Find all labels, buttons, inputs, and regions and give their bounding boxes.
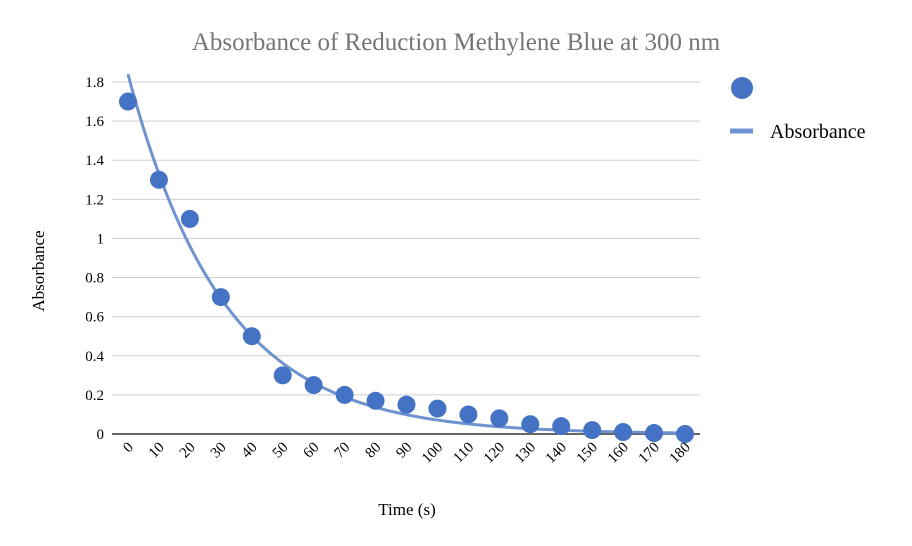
data-point bbox=[119, 92, 137, 111]
data-point bbox=[583, 421, 602, 440]
x-tick-label: 110 bbox=[450, 440, 477, 467]
chart-title: Absorbance of Reduction Methylene Blue a… bbox=[192, 29, 721, 56]
y-tick-label: 0.6 bbox=[85, 310, 104, 326]
x-tick-label: 10 bbox=[146, 440, 168, 462]
y-tick-label: 1 bbox=[97, 231, 105, 247]
y-tick-label: 1.8 bbox=[85, 75, 104, 91]
data-point bbox=[397, 395, 416, 414]
data-point bbox=[428, 399, 447, 418]
data-point bbox=[149, 170, 168, 189]
data-point bbox=[335, 385, 354, 404]
data-point bbox=[614, 423, 633, 442]
x-tick-label: 160 bbox=[605, 440, 632, 467]
data-point bbox=[645, 424, 664, 443]
x-tick-label: 130 bbox=[512, 440, 539, 467]
data-point bbox=[180, 209, 199, 228]
point-layer bbox=[119, 92, 694, 443]
data-point bbox=[552, 417, 571, 436]
data-point bbox=[273, 366, 292, 385]
y-axis-title: Absorbance bbox=[29, 230, 48, 311]
y-tick-label: 1.6 bbox=[85, 114, 104, 130]
data-point bbox=[521, 415, 540, 434]
y-tick-label: 1.2 bbox=[85, 192, 104, 208]
x-tick-label: 0 bbox=[120, 440, 137, 457]
data-point bbox=[242, 327, 261, 346]
y-axis-ticks: 0 0.2 0.4 0.6 0.8 1 1.2 1.4 1.6 1.8 bbox=[85, 75, 104, 443]
x-tick-label: 70 bbox=[332, 440, 354, 462]
data-point bbox=[676, 425, 694, 443]
x-axis-title: Time (s) bbox=[378, 500, 435, 519]
x-tick-label: 90 bbox=[393, 440, 415, 462]
x-tick-label: 20 bbox=[177, 440, 199, 462]
x-tick-label: 180 bbox=[667, 440, 694, 467]
legend-label-absorbance: Absorbance bbox=[770, 121, 866, 143]
y-tick-label: 1.4 bbox=[85, 153, 104, 169]
trendline-absorbance bbox=[126, 73, 686, 435]
legend-marker-points bbox=[731, 77, 753, 99]
x-tick-label: 120 bbox=[481, 440, 508, 467]
x-tick-label: 170 bbox=[636, 440, 663, 467]
trend-layer bbox=[126, 73, 686, 435]
x-tick-label: 40 bbox=[239, 440, 261, 462]
x-tick-label: 140 bbox=[543, 440, 570, 467]
data-point bbox=[459, 405, 478, 424]
y-tick-label: 0.8 bbox=[85, 271, 104, 287]
data-point bbox=[211, 288, 230, 307]
data-point bbox=[304, 376, 323, 395]
y-tick-label: 0.2 bbox=[85, 388, 104, 404]
x-tick-label: 50 bbox=[270, 440, 292, 462]
x-tick-label: 60 bbox=[301, 440, 323, 462]
x-tick-label: 100 bbox=[419, 440, 446, 467]
data-point bbox=[490, 409, 509, 428]
x-tick-label: 30 bbox=[208, 440, 230, 462]
x-tick-label: 150 bbox=[574, 440, 601, 467]
y-tick-label: 0 bbox=[97, 427, 105, 443]
x-axis-ticks: 0 10 20 30 40 50 60 70 80 90 100 110 120 130 140 150 160… bbox=[120, 440, 694, 467]
legend: Absorbance bbox=[730, 77, 866, 143]
data-point bbox=[366, 391, 385, 410]
grid-layer bbox=[112, 81, 700, 435]
x-tick-label: 80 bbox=[362, 440, 384, 462]
y-tick-label: 0.4 bbox=[85, 349, 104, 365]
